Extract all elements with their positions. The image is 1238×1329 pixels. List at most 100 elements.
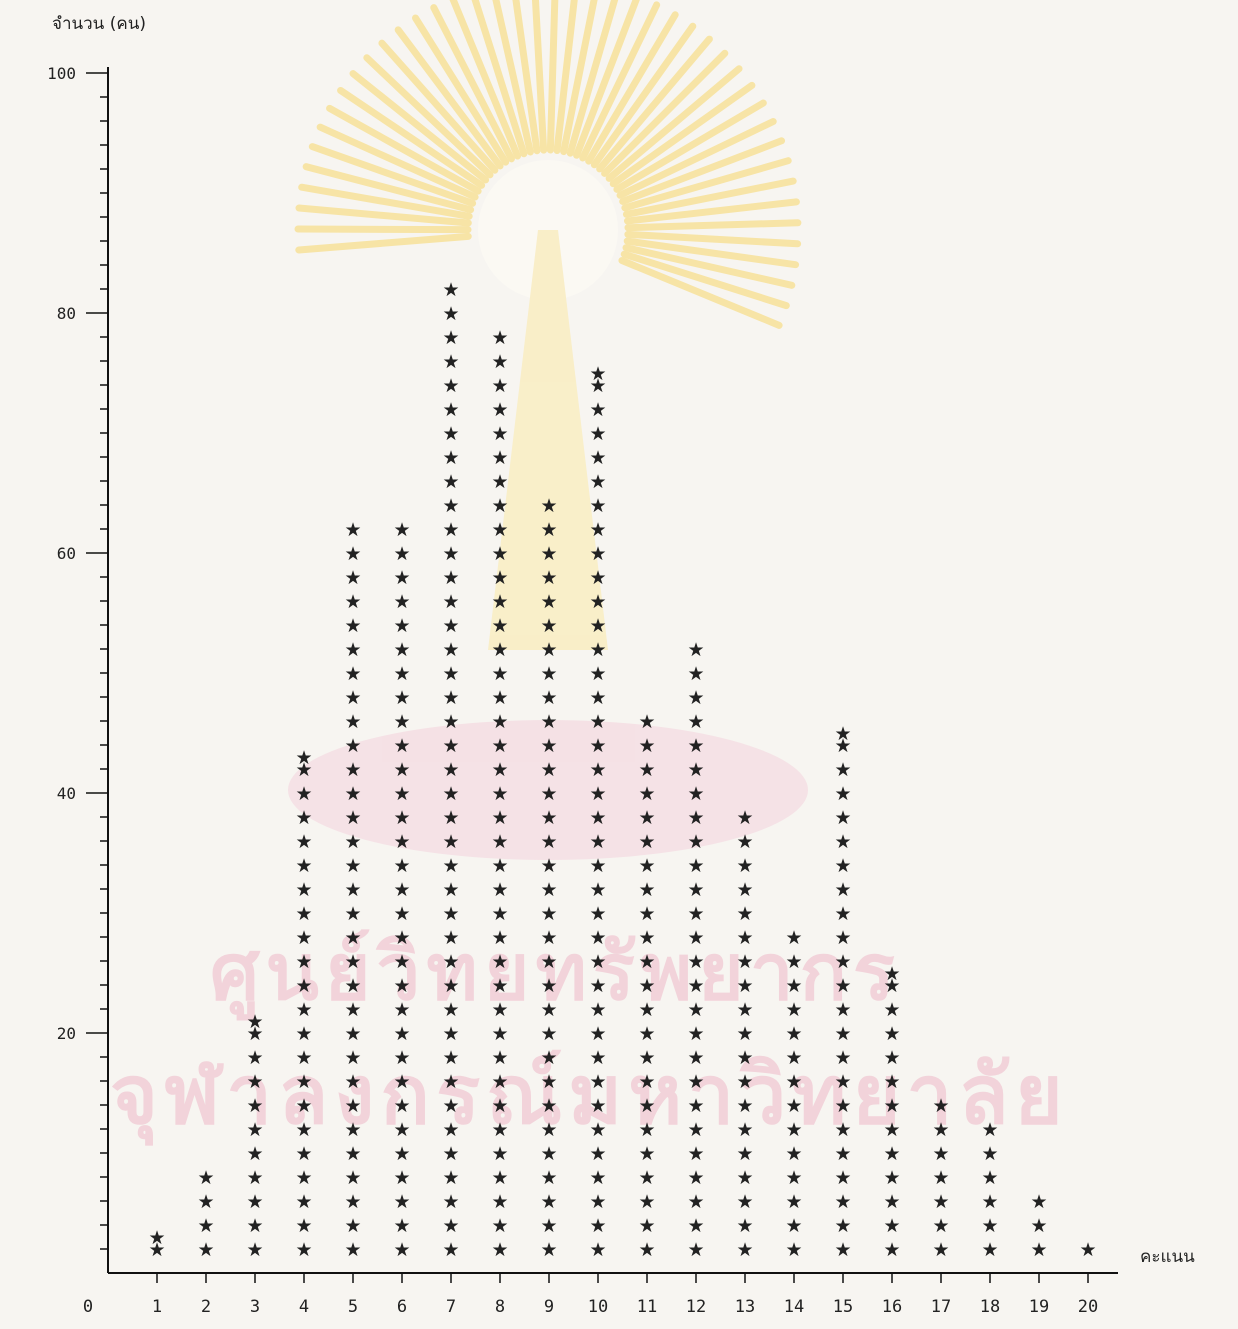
data-point: ★ [785,1239,802,1261]
data-point: ★ [589,951,606,973]
data-point: ★ [442,999,459,1021]
data-point: ★ [344,1239,361,1261]
data-point: ★ [785,1167,802,1189]
data-point: ★ [589,1191,606,1213]
y-tick-label: 60 [57,544,76,563]
data-point: ★ [540,1047,557,1069]
data-point: ★ [687,1191,704,1213]
data-point: ★ [589,735,606,757]
data-point: ★ [491,903,508,925]
data-point: ★ [344,879,361,901]
data-point: ★ [981,1239,998,1261]
data-point: ★ [393,807,410,829]
data-point: ★ [393,975,410,997]
data-point: ★ [589,471,606,493]
data-point: ★ [246,1095,263,1117]
data-point: ★ [687,1071,704,1093]
y-tick-label: 80 [57,304,76,323]
data-point: ★ [442,711,459,733]
data-point: ★ [148,1227,165,1249]
data-point: ★ [393,1071,410,1093]
data-point: ★ [834,903,851,925]
data-point: ★ [736,1071,753,1093]
data-point: ★ [1030,1239,1047,1261]
data-point: ★ [883,1047,900,1069]
data-point: ★ [589,927,606,949]
data-point: ★ [638,711,655,733]
data-point: ★ [491,1215,508,1237]
data-point: ★ [638,1095,655,1117]
data-point: ★ [687,951,704,973]
data-point: ★ [736,903,753,925]
data-point: ★ [883,975,900,997]
data-point: ★ [589,759,606,781]
data-point: ★ [540,879,557,901]
data-point: ★ [736,1143,753,1165]
data-point: ★ [442,903,459,925]
data-point: ★ [442,783,459,805]
data-point: ★ [442,567,459,589]
data-point: ★ [344,999,361,1021]
data-point: ★ [932,1167,949,1189]
data-point: ★ [589,855,606,877]
data-point: ★ [540,927,557,949]
data-point: ★ [589,1047,606,1069]
data-point: ★ [246,1143,263,1165]
data-point: ★ [638,1167,655,1189]
data-point: ★ [540,687,557,709]
data-point: ★ [344,759,361,781]
data-point: ★ [491,855,508,877]
data-point: ★ [442,927,459,949]
data-point: ★ [442,855,459,877]
data-point: ★ [540,735,557,757]
data-point: ★ [344,735,361,757]
data-point: ★ [834,783,851,805]
data-point: ★ [344,591,361,613]
data-point: ★ [638,1191,655,1213]
data-point: ★ [344,1023,361,1045]
data-point: ★ [687,687,704,709]
data-point: ★ [589,543,606,565]
data-point: ★ [834,1167,851,1189]
data-point: ★ [442,687,459,709]
data-point: ★ [589,1167,606,1189]
data-point: ★ [834,879,851,901]
data-point: ★ [491,879,508,901]
data-point: ★ [687,855,704,877]
data-point: ★ [491,399,508,421]
data-point: ★ [932,1095,949,1117]
data-point: ★ [687,759,704,781]
y-axis-label: จำนวน (คน) [52,14,146,34]
data-point: ★ [491,759,508,781]
data-point: ★ [589,999,606,1021]
data-point: ★ [589,495,606,517]
data-point: ★ [785,1119,802,1141]
data-point: ★ [540,663,557,685]
data-point: ★ [540,999,557,1021]
data-point: ★ [540,495,557,517]
data-point: ★ [638,807,655,829]
data-point: ★ [442,759,459,781]
data-point: ★ [442,975,459,997]
data-point: ★ [589,975,606,997]
data-point: ★ [785,951,802,973]
data-point: ★ [295,759,312,781]
data-point: ★ [246,1047,263,1069]
data-point: ★ [981,1215,998,1237]
data-point: ★ [197,1191,214,1213]
data-point: ★ [540,807,557,829]
data-point: ★ [736,1239,753,1261]
data-point: ★ [834,1119,851,1141]
data-point: ★ [687,1239,704,1261]
data-point: ★ [883,1023,900,1045]
data-point: ★ [785,1191,802,1213]
data-point: ★ [344,975,361,997]
data-point: ★ [834,1215,851,1237]
data-point: ★ [736,879,753,901]
data-point: ★ [589,687,606,709]
data-point: ★ [442,807,459,829]
data-point: ★ [442,1095,459,1117]
data-point: ★ [834,927,851,949]
data-point: ★ [687,1023,704,1045]
